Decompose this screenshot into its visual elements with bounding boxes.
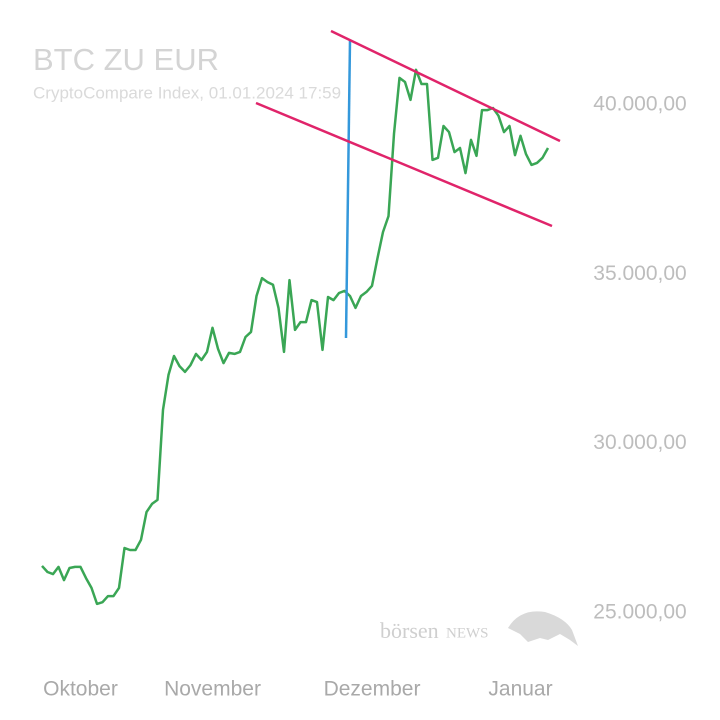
y-tick-label: 30.000,00	[593, 431, 686, 454]
trend-line	[330, 29, 561, 143]
x-tick-label: Dezember	[324, 678, 421, 701]
x-tick-label: Januar	[488, 678, 552, 701]
annotation-line	[344, 39, 352, 339]
y-tick-label: 40.000,00	[593, 93, 686, 116]
y-tick-label: 25.000,00	[593, 601, 686, 624]
watermark-text: börsen	[380, 618, 439, 643]
trend-line	[255, 101, 553, 228]
watermark-icon	[508, 611, 578, 646]
chart-subtitle: CryptoCompare Index, 01.01.2024 17:59	[33, 83, 341, 102]
x-tick-label: Oktober	[43, 678, 118, 701]
y-tick-label: 35.000,00	[593, 262, 686, 285]
chart-title: BTC ZU EUR	[33, 42, 219, 77]
x-tick-label: November	[164, 678, 261, 701]
watermark-text: NEWS	[446, 625, 489, 641]
watermark: börsen NEWS	[380, 611, 578, 646]
price-line	[41, 68, 550, 606]
